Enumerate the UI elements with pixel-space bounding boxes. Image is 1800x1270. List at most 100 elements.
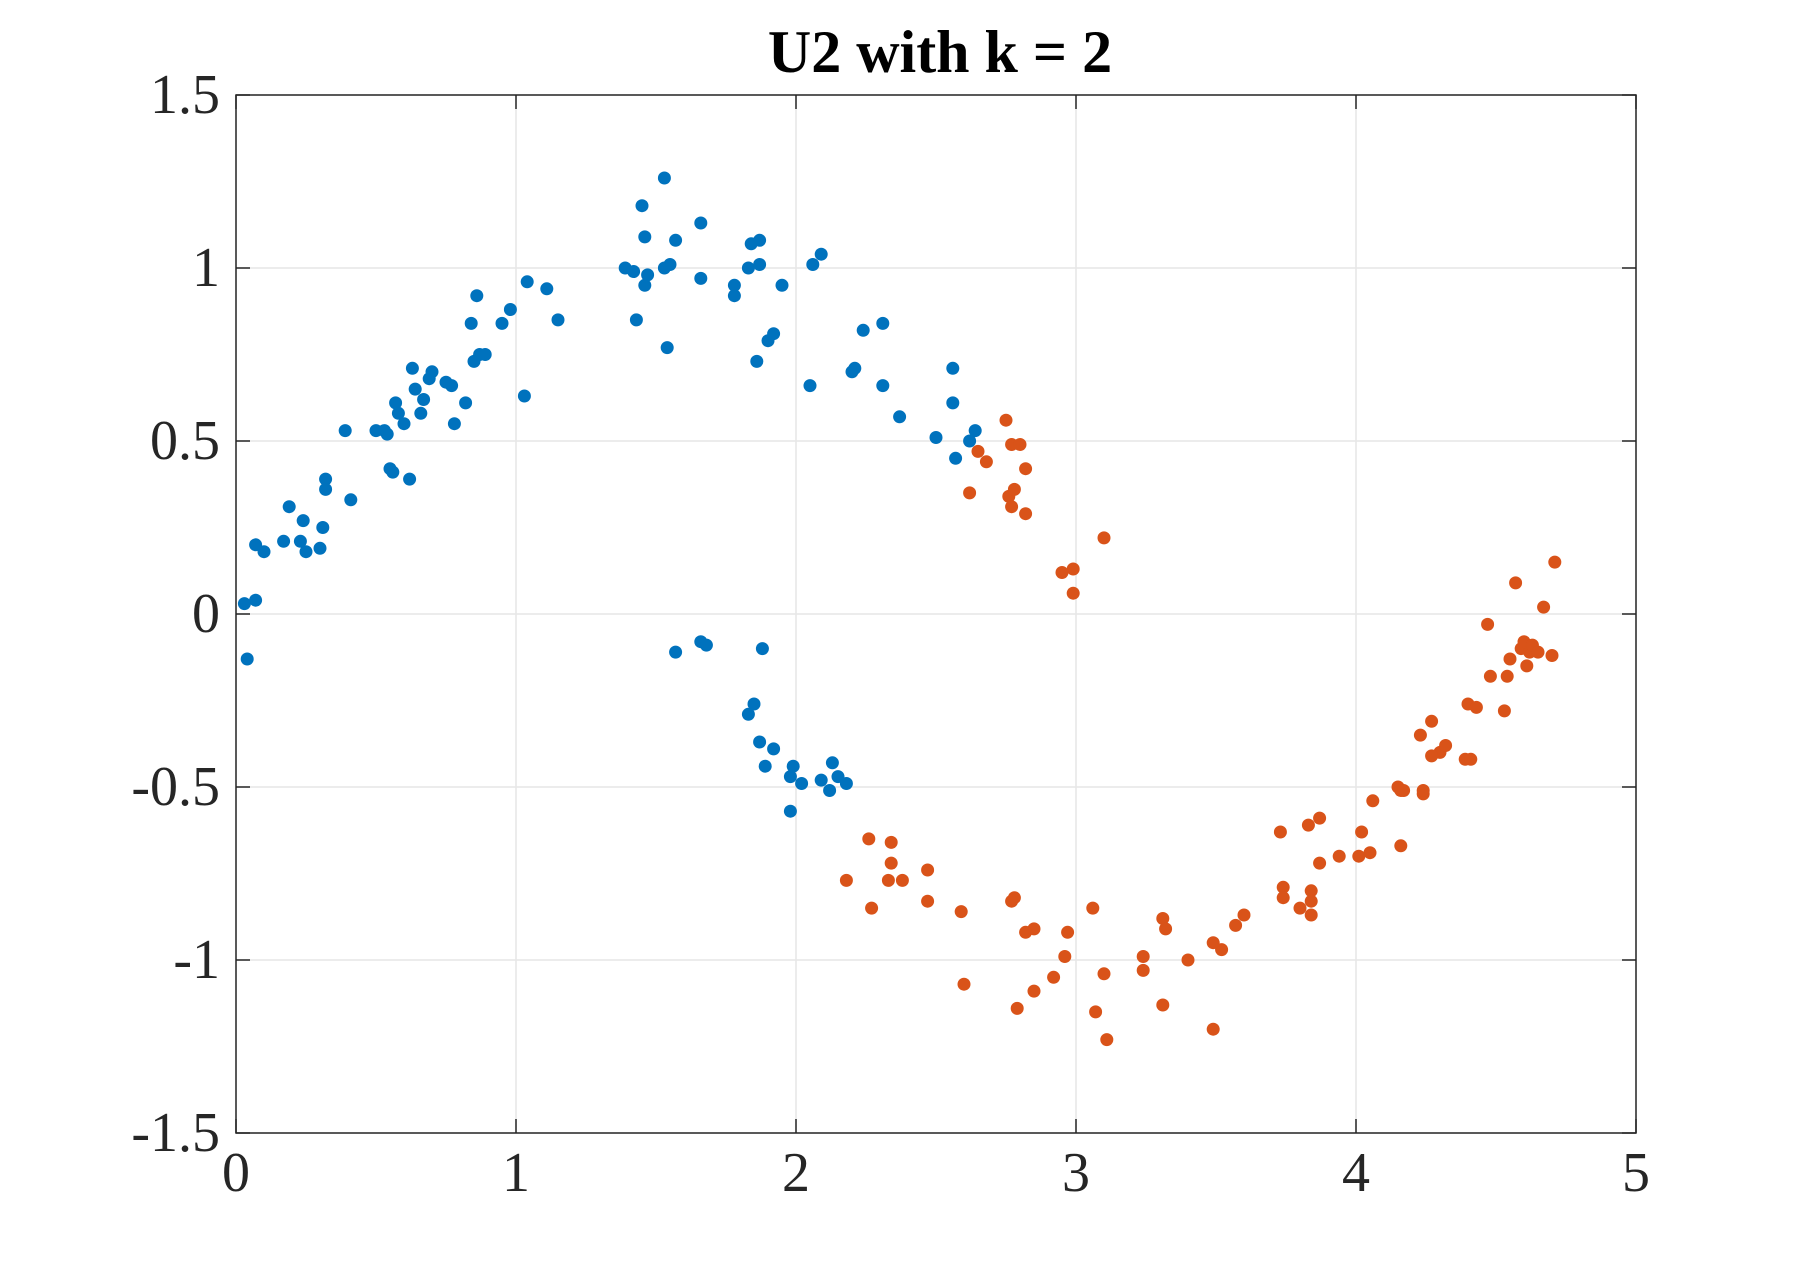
- series-2: [839, 413, 1562, 1047]
- data-point: [414, 406, 428, 420]
- data-point: [1066, 586, 1080, 600]
- data-point: [397, 417, 411, 431]
- data-point: [783, 804, 797, 818]
- data-point: [1352, 849, 1366, 863]
- data-point: [783, 770, 797, 784]
- data-point: [1086, 901, 1100, 915]
- data-point: [1394, 839, 1408, 853]
- data-point: [313, 541, 327, 555]
- data-point: [389, 396, 403, 410]
- data-point: [1520, 659, 1534, 673]
- data-point: [699, 638, 713, 652]
- data-point: [814, 247, 828, 261]
- data-point: [946, 396, 960, 410]
- data-point: [1304, 908, 1318, 922]
- data-point: [316, 521, 330, 534]
- data-point: [979, 455, 993, 469]
- data-point: [1425, 714, 1439, 728]
- data-point: [293, 534, 307, 548]
- y-tick-label: 0.5: [150, 410, 220, 472]
- data-point: [741, 707, 755, 721]
- data-point: [1301, 818, 1315, 832]
- data-point: [775, 278, 789, 292]
- data-point: [814, 773, 828, 787]
- x-tick-label: 3: [1062, 1142, 1090, 1204]
- data-point: [865, 901, 879, 915]
- data-point: [1005, 894, 1019, 908]
- data-point: [299, 545, 313, 559]
- data-point: [753, 735, 767, 749]
- plot-area: [235, 94, 1637, 1134]
- data-point: [1304, 884, 1318, 898]
- data-point: [999, 413, 1013, 427]
- data-point: [823, 784, 837, 797]
- data-point: [1007, 482, 1021, 496]
- data-point: [635, 199, 649, 213]
- axis-ticks: 0 1 2 3 4 5 1.5 1 0.5 0 -0.5 -1 -1.5: [131, 64, 1650, 1204]
- data-point: [663, 258, 677, 271]
- data-point: [767, 327, 781, 341]
- data-point: [1503, 652, 1517, 666]
- data-point: [425, 365, 439, 379]
- data-point: [629, 313, 643, 327]
- y-tick-label: 1: [192, 237, 220, 299]
- data-point: [249, 593, 263, 607]
- data-point: [1273, 825, 1287, 839]
- data-point: [1509, 576, 1523, 590]
- data-point: [257, 545, 271, 559]
- x-tick-label: 4: [1342, 1142, 1370, 1204]
- data-point: [1276, 891, 1290, 905]
- data-point: [1469, 700, 1483, 714]
- data-point: [1097, 531, 1111, 545]
- data-point: [862, 832, 876, 846]
- data-point: [1013, 438, 1027, 451]
- data-point: [1531, 645, 1545, 659]
- data-point: [1047, 970, 1061, 984]
- chart-title: U2 with k = 2: [768, 19, 1112, 85]
- data-point: [1237, 908, 1251, 922]
- data-point: [727, 289, 741, 303]
- x-tick-label: 5: [1622, 1142, 1650, 1204]
- data-point: [1363, 846, 1377, 860]
- data-point: [1061, 925, 1075, 939]
- data-point: [1545, 649, 1559, 662]
- data-point: [296, 514, 310, 528]
- data-point: [750, 354, 764, 368]
- data-point: [338, 424, 352, 438]
- data-point: [1019, 507, 1033, 521]
- data-point: [1304, 894, 1318, 908]
- data-point: [386, 465, 400, 479]
- data-point: [1156, 998, 1170, 1012]
- data-point: [657, 171, 671, 185]
- data-point: [1276, 880, 1290, 894]
- data-point: [1066, 562, 1080, 576]
- data-point: [638, 278, 652, 292]
- data-point: [660, 341, 674, 355]
- data-point: [551, 313, 565, 327]
- data-point: [1483, 669, 1497, 683]
- data-point: [1089, 1005, 1103, 1019]
- data-points: [237, 171, 1562, 1047]
- data-point: [1497, 704, 1511, 718]
- data-point: [895, 873, 909, 887]
- data-point: [758, 759, 772, 773]
- data-point: [755, 642, 769, 656]
- data-point: [237, 597, 251, 611]
- data-point: [1293, 901, 1307, 915]
- data-point: [694, 271, 708, 285]
- data-point: [1100, 1033, 1114, 1047]
- data-point: [503, 303, 517, 316]
- data-point: [1537, 600, 1551, 614]
- data-point: [391, 406, 405, 420]
- data-point: [968, 424, 982, 438]
- data-point: [957, 977, 971, 991]
- data-point: [464, 316, 478, 330]
- data-point: [1136, 963, 1150, 977]
- data-point: [459, 396, 473, 410]
- data-point: [848, 361, 862, 375]
- data-point: [638, 230, 652, 244]
- data-point: [946, 361, 960, 375]
- data-point: [767, 742, 781, 756]
- data-point: [884, 856, 898, 870]
- data-point: [669, 233, 683, 247]
